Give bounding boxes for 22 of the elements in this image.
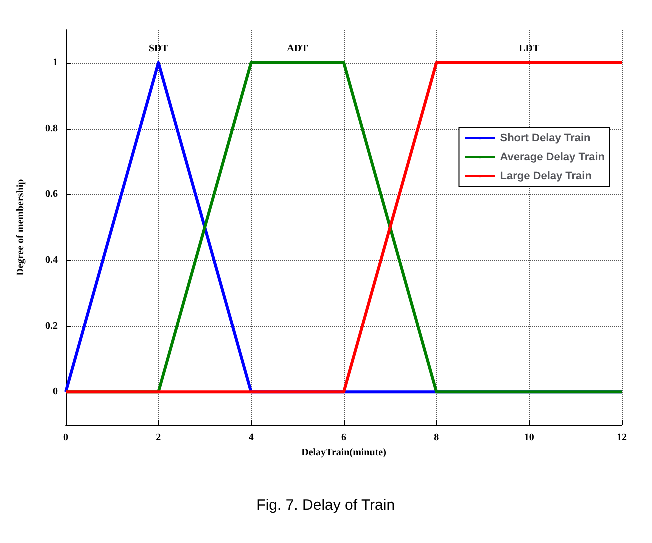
legend-label: Average Delay Train <box>500 152 606 164</box>
x-tick-label: 4 <box>248 432 254 444</box>
legend-label: Large Delay Train <box>500 170 592 182</box>
x-tick-label: 10 <box>524 432 534 444</box>
caption: Fig. 7. Delay of Train <box>256 497 396 514</box>
y-tick-label: 0.8 <box>46 123 58 134</box>
y-tick-label: 0 <box>53 386 58 398</box>
y-tick-label: 0.2 <box>46 320 58 332</box>
x-tick-label: 6 <box>342 432 346 444</box>
y-tick-label: 0.6 <box>46 189 58 200</box>
x-tick-label: 2 <box>156 432 162 444</box>
x-tick-label: 12 <box>617 432 627 444</box>
y-tick-label: 1 <box>53 57 58 68</box>
x-tick-label: 0 <box>64 432 68 444</box>
y-axis-title: Degree of membership <box>16 178 26 276</box>
annotation: ADT <box>287 43 309 54</box>
y-tick-label: 0.4 <box>46 254 58 266</box>
annotation: SDT <box>148 43 169 54</box>
legend-label: Short Delay Train <box>500 132 591 144</box>
annotation: LDT <box>519 43 540 54</box>
x-tick-label: 8 <box>434 432 440 444</box>
x-axis-title: DelayTrain(minute) <box>302 447 386 458</box>
